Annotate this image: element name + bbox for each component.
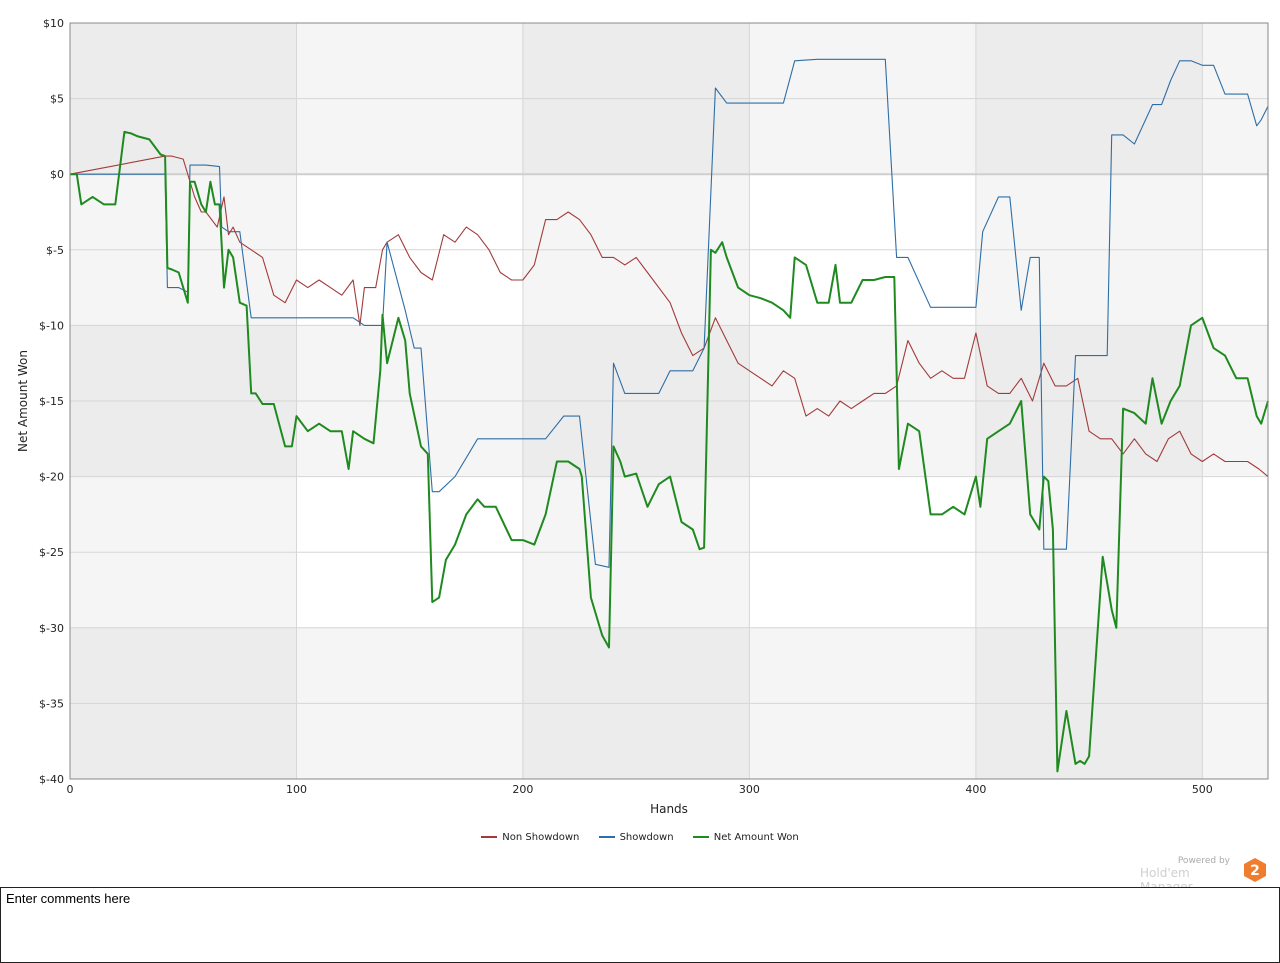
legend-swatch-showdown: [598, 836, 615, 838]
plot-band: [1202, 249, 1268, 326]
y-tick-label: $-5: [46, 244, 64, 257]
plot-band: [296, 476, 523, 553]
plot-band: [296, 174, 523, 250]
y-tick-label: $-40: [39, 773, 64, 786]
plot-band: [749, 174, 976, 250]
plot-band: [522, 98, 750, 175]
plot-band: [70, 325, 297, 401]
plot-band: [975, 476, 1203, 553]
plot-band: [749, 552, 976, 628]
plot-band: [296, 23, 523, 99]
legend-swatch-non-showdown: [481, 836, 498, 838]
plot-band: [522, 23, 750, 99]
plot-band: [70, 627, 297, 704]
plot-band: [975, 703, 1203, 779]
plot-band: [749, 703, 976, 779]
plot-frame: [69, 22, 1269, 780]
plot-band: [522, 174, 750, 250]
plot-band: [522, 552, 750, 628]
comments-placeholder: Enter comments here: [6, 891, 131, 906]
plot-band: [975, 98, 1203, 175]
line-chart: 0 100 200 300 400 500 $10 $5 $0 $-5 $-10 $-15 $-20 $-…: [16, 17, 1269, 816]
plot-band: [749, 401, 976, 477]
plot-band: [749, 23, 976, 99]
plot-band: [975, 552, 1203, 628]
plot-band: [975, 249, 1203, 326]
y-tick-label: $5: [50, 93, 64, 106]
legend-label-non-showdown: Non Showdown: [502, 832, 580, 843]
logo-digit: 2: [1250, 863, 1260, 879]
legend-label-showdown: Showdown: [619, 832, 674, 843]
plot-band: [70, 23, 297, 99]
x-axis-title: Hands: [650, 802, 688, 816]
x-tick-label: 500: [1192, 783, 1213, 796]
y-tick-label: $-15: [39, 395, 64, 408]
legend-label-net-amount-won: Net Amount Won: [713, 832, 799, 843]
plot-band: [70, 401, 297, 477]
plot-band: [296, 249, 523, 326]
plot-band: [749, 98, 976, 175]
plot-band: [522, 401, 750, 477]
tick-labels: 0 100 200 300 400 500 $10 $5 $0 $-5 $-10 $-15 $-20 $-…: [39, 17, 1213, 796]
plot-band: [296, 98, 523, 175]
plot-band: [522, 476, 750, 553]
plot-band: [70, 476, 297, 553]
legend-item-non-showdown[interactable]: Non Showdown: [481, 832, 579, 843]
x-tick-label: 400: [965, 783, 986, 796]
plot-band: [1202, 401, 1268, 477]
plot-band: [296, 627, 523, 704]
y-tick-label: $-25: [39, 546, 64, 559]
plot-band: [1202, 552, 1268, 628]
x-tick-label: 300: [739, 783, 760, 796]
x-tick-label: 100: [286, 783, 307, 796]
plot-band: [70, 552, 297, 628]
plot-band: [296, 703, 523, 779]
y-tick-label: $10: [43, 17, 64, 30]
comments-box[interactable]: Enter comments here: [0, 887, 1280, 963]
y-tick-label: $-35: [39, 697, 64, 710]
legend: Non Showdown Showdown Net Amount Won: [0, 832, 1280, 843]
y-tick-label: $-10: [39, 319, 64, 332]
plot-band: [1202, 174, 1268, 250]
series-line-net-amount-won: [70, 130, 1269, 773]
plot-band: [522, 325, 750, 401]
plot-band: [522, 703, 750, 779]
plot-band: [296, 552, 523, 628]
plot-band: [1202, 703, 1268, 779]
plot-band: [975, 325, 1203, 401]
legend-swatch-net-amount-won: [692, 836, 709, 838]
plot-band: [1202, 476, 1268, 553]
plot-band: [70, 703, 297, 779]
powered-by-badge: Powered by Hold'em Manager 2: [1140, 854, 1270, 894]
plot-band: [70, 174, 297, 250]
x-tick-label: 200: [512, 783, 533, 796]
plot-band: [522, 627, 750, 704]
plot-band: [522, 249, 750, 326]
y-tick-label: $-20: [39, 471, 64, 484]
plot-band: [1202, 627, 1268, 704]
hem2-logo-icon: 2: [1244, 858, 1266, 882]
x-tick-label: 0: [67, 783, 74, 796]
y-tick-label: $-30: [39, 622, 64, 635]
plot-band: [975, 23, 1203, 99]
plot-band: [749, 627, 976, 704]
plot-band: [1202, 23, 1268, 99]
plot-band: [975, 627, 1203, 704]
plot-band: [749, 325, 976, 401]
series-line-showdown: [70, 58, 1269, 568]
y-tick-label: $0: [50, 168, 64, 181]
plot-band: [70, 98, 297, 175]
plot-band: [749, 249, 976, 326]
powered-by-label: Powered by: [1177, 856, 1230, 866]
plot-band: [1202, 325, 1268, 401]
y-axis-title: Net Amount Won: [16, 350, 30, 452]
legend-item-showdown[interactable]: Showdown: [598, 832, 674, 843]
legend-item-net-amount-won[interactable]: Net Amount Won: [692, 832, 799, 843]
series-layer: [69, 58, 1269, 773]
plot-band: [975, 174, 1203, 250]
plot-band: [1202, 98, 1268, 175]
